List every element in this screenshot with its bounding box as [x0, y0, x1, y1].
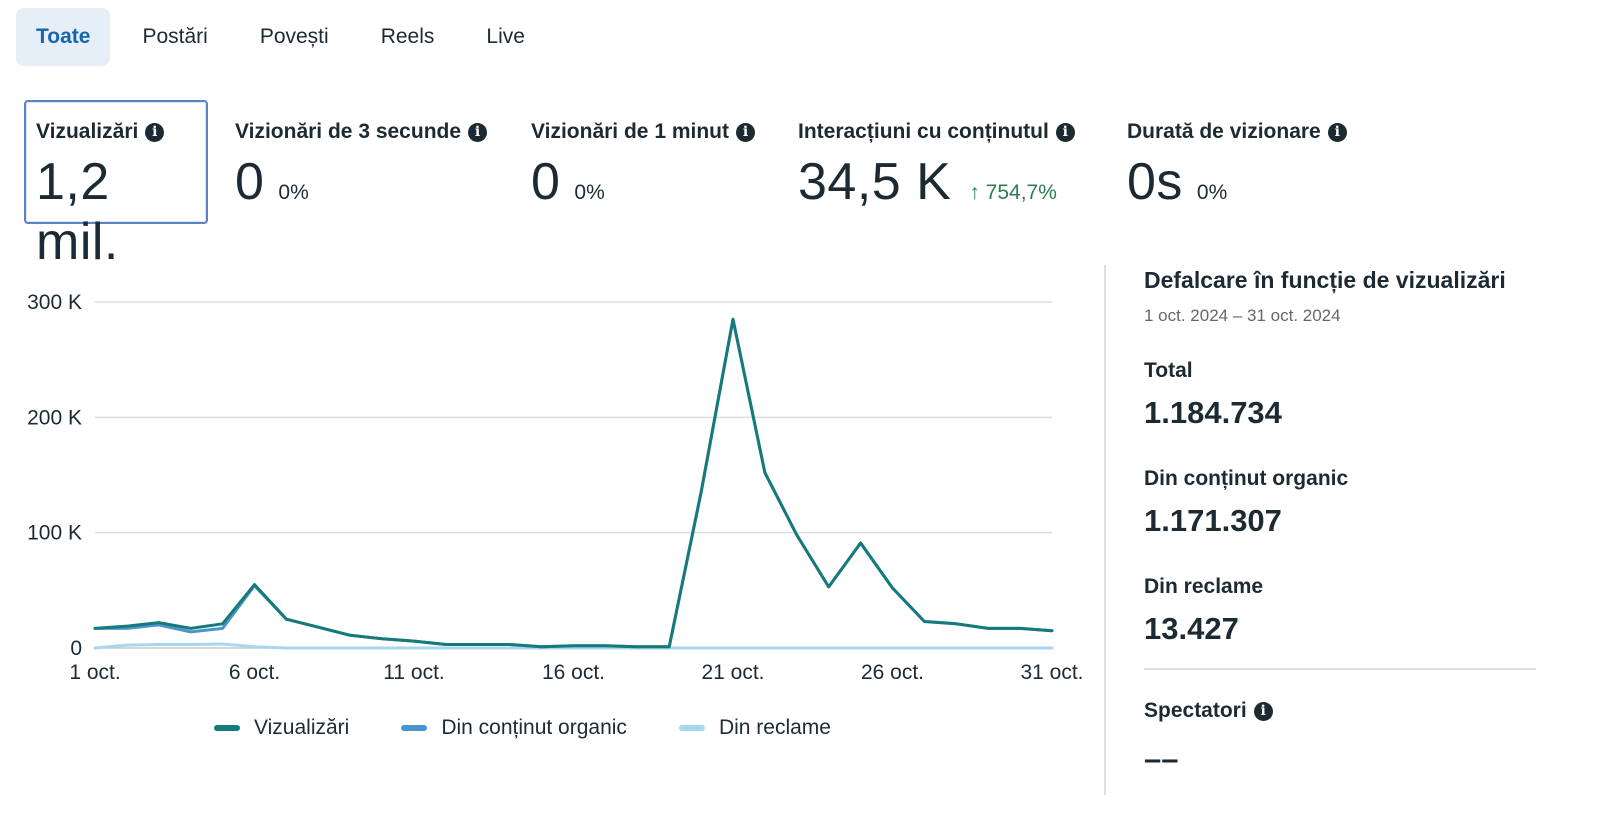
legend-item-organic[interactable]: Din conținut organic [401, 716, 627, 740]
metric-label: Durată de vizionare [1127, 120, 1321, 143]
organic-value: 1.171.307 [1144, 503, 1282, 538]
tab-reels[interactable]: Reels [380, 25, 435, 48]
breakdown-divider [1144, 668, 1536, 670]
info-icon[interactable]: i [1055, 122, 1075, 142]
legend-swatch [401, 725, 428, 731]
metric-card-3-second-views[interactable]: Vizionări de 3 secunde i 0 0% [235, 100, 505, 224]
panel-divider [1104, 265, 1106, 795]
x-tick-label: 1 oct. [69, 661, 120, 684]
x-tick-label: 16 oct. [542, 661, 605, 684]
info-icon[interactable]: i [1253, 701, 1273, 721]
breakdown-date-range: 1 oct. 2024 – 31 oct. 2024 [1144, 306, 1341, 325]
x-tick-label: 31 oct. [1020, 661, 1083, 684]
metric-label: Vizualizări [36, 120, 139, 143]
viewers-label: Spectatori [1144, 699, 1247, 722]
total-label: Total [1144, 359, 1193, 382]
ads-value: 13.427 [1144, 611, 1239, 646]
y-tick-label: 200 K [27, 406, 82, 429]
metric-change: ↑ 754,7% [969, 181, 1057, 204]
metric-card-1-minute-views[interactable]: Vizionări de 1 minut i 0 0% [531, 100, 771, 224]
metric-label: Vizionări de 1 minut [531, 120, 729, 143]
info-icon[interactable]: i [145, 122, 165, 142]
metric-label: Interacțiuni cu conținutul [798, 120, 1049, 143]
x-tick-label: 6 oct. [229, 661, 280, 684]
metric-value: 0s [1127, 153, 1183, 211]
metric-card-vizualizari[interactable]: Vizualizări i 1,2 mil. [24, 100, 208, 271]
tab-povesti[interactable]: Povești [259, 25, 329, 48]
series-line-2 [93, 642, 1054, 650]
breakdown-title: Defalcare în funcție de vizualizări [1144, 267, 1506, 293]
metric-value: 0 [235, 153, 265, 211]
viewers-value: –– [1144, 741, 1179, 776]
metric-value: 0 [531, 153, 561, 211]
series-line-0 [93, 317, 1054, 649]
legend-item-ads[interactable]: Din reclame [678, 716, 831, 740]
metric-label: Vizionări de 3 secunde [235, 120, 462, 143]
metric-value: 34,5 K [798, 153, 952, 211]
info-icon[interactable]: i [1327, 122, 1347, 142]
metric-percent: 0% [278, 181, 309, 204]
legend-label: Din conținut organic [441, 716, 627, 739]
ads-label: Din reclame [1144, 575, 1264, 598]
legend-label: Din reclame [718, 716, 831, 739]
tab-postari[interactable]: Postări [142, 25, 208, 48]
series-line-1 [93, 317, 1054, 649]
x-tick-label: 21 oct. [701, 661, 764, 684]
organic-label: Din conținut organic [1144, 467, 1349, 490]
y-tick-label: 100 K [27, 522, 82, 545]
x-tick-label: 11 oct. [383, 661, 444, 684]
info-icon[interactable]: i [735, 122, 755, 142]
y-tick-label: 0 [70, 637, 82, 660]
tab-live[interactable]: Live [486, 25, 525, 48]
viewers-heading: Spectatori i [1144, 699, 1536, 723]
legend-item-vizualizari[interactable]: Vizualizări [214, 716, 349, 740]
metric-percent: 0% [574, 181, 605, 204]
views-line-chart[interactable]: 0 100 K 200 K 300 K 1 oct. 6 oct. 11 oct. 16 oc… [0, 262, 1095, 702]
x-tick-label: 26 oct. [861, 661, 924, 684]
legend-swatch [214, 725, 240, 731]
y-tick-label: 300 K [27, 291, 82, 314]
metric-card-watch-time[interactable]: Durată de vizionare i 0s 0% [1127, 100, 1367, 224]
total-value: 1.184.734 [1144, 395, 1282, 430]
tab-toate[interactable]: Toate [16, 8, 111, 66]
metric-percent: 0% [1196, 181, 1228, 204]
chart-legend: Vizualizări Din conținut organic Din rec… [214, 716, 883, 740]
metric-value: 1,2 mil. [36, 153, 119, 271]
legend-label: Vizualizări [254, 716, 350, 739]
metric-card-interactions[interactable]: Interacțiuni cu conținutul i 34,5 K ↑ 75… [798, 100, 1098, 224]
views-breakdown-panel: Defalcare în funcție de vizualizări 1 oc… [1144, 265, 1536, 777]
legend-swatch [678, 725, 705, 731]
info-icon[interactable]: i [468, 122, 488, 142]
content-type-tabs: Toate Postări Povești Reels Live [16, 8, 557, 66]
